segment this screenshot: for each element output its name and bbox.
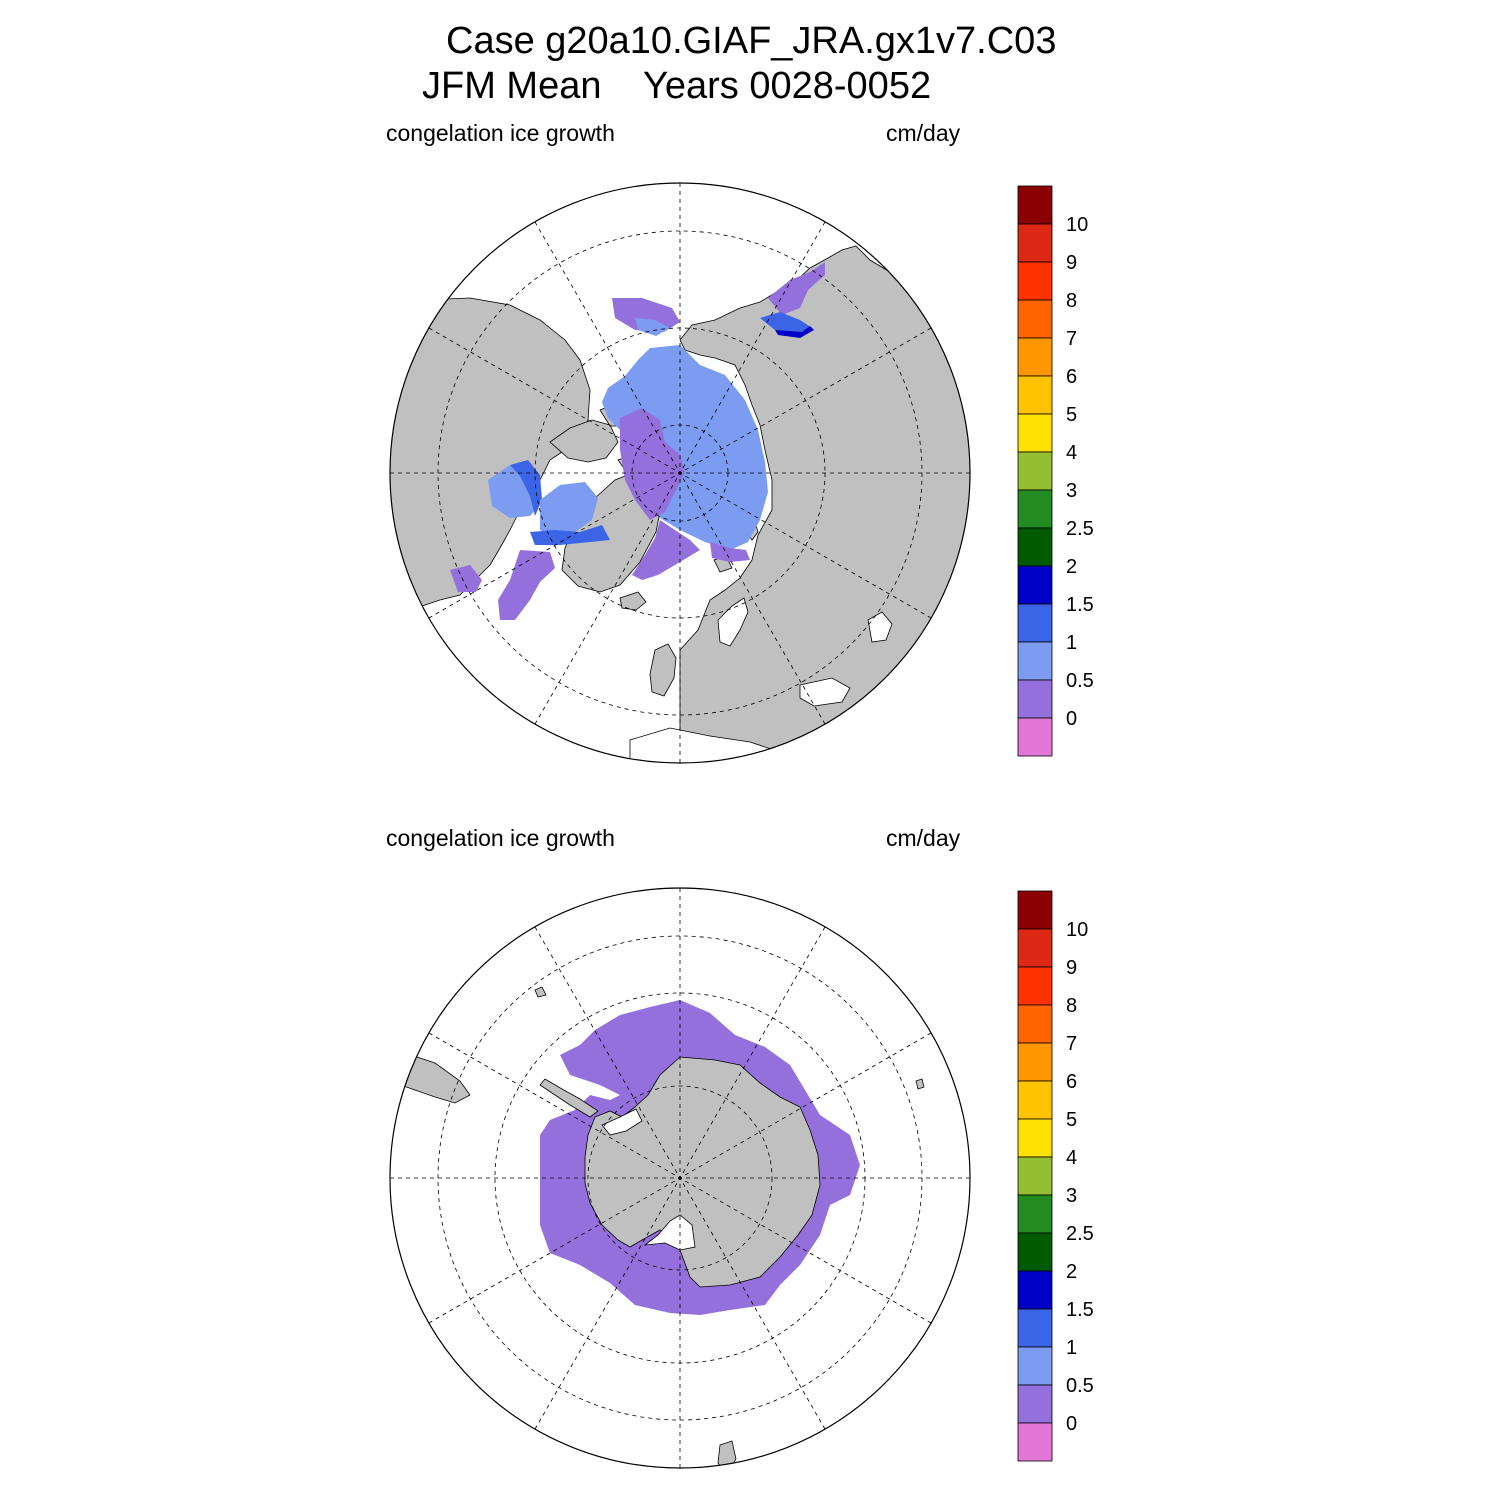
south-polar-map <box>389 887 971 1469</box>
nh-variable-label: congelation ice growth <box>386 120 615 146</box>
nh-inland-sea-caspian <box>867 611 893 643</box>
sh-colorbar-swatch <box>1017 928 1053 968</box>
sh-map-border <box>389 887 971 1469</box>
nh-colorbar-swatch <box>1017 451 1053 491</box>
nh-colorbar-tick-label: 7 <box>1066 328 1077 350</box>
nh-colorbar-swatch <box>1017 489 1053 529</box>
nh-ice-labrador-low <box>498 550 555 620</box>
title-period: JFM Mean Years 0028-0052 <box>422 65 932 107</box>
nh-colorbar-tick-label: 1 <box>1066 632 1077 654</box>
sh-colorbar-tick-label: 2.5 <box>1066 1223 1094 1245</box>
nh-land-north-america <box>390 297 591 621</box>
sh-colorbar-swatch <box>1017 966 1053 1006</box>
nh-colorbar-swatch <box>1017 185 1053 225</box>
sh-colorbar-tick-label: 8 <box>1066 995 1077 1017</box>
nh-colorbar-tick-label: 9 <box>1066 252 1077 274</box>
nh-ice-hudson-high <box>510 460 542 516</box>
sh-ross-sea <box>643 1214 696 1251</box>
sh-land-island-georgia <box>534 986 547 998</box>
sh-colorbar-swatch <box>1017 1232 1053 1272</box>
nh-colorbar-tick-label: 3 <box>1066 480 1077 502</box>
sh-colorbar-swatch <box>1017 1118 1053 1158</box>
sh-variable-label: congelation ice growth <box>386 825 615 851</box>
nh-colorbar-tick-label: 10 <box>1066 214 1088 236</box>
sh-colorbar-swatch <box>1017 1422 1053 1462</box>
nh-units-label: cm/day <box>886 120 961 146</box>
sh-colorbar-swatch <box>1017 1042 1053 1082</box>
sh-colorbar-tick-label: 0.5 <box>1066 1375 1094 1397</box>
sh-colorbar-swatch <box>1017 1194 1053 1234</box>
sh-graticule <box>390 888 970 1468</box>
sh-colorbar-tick-label: 6 <box>1066 1071 1077 1093</box>
nh-ice-bering-low <box>612 298 680 332</box>
nh-land-iceland <box>619 591 647 611</box>
nh-colorbar-swatch <box>1017 603 1053 643</box>
sh-colorbar-tick-label: 4 <box>1066 1147 1077 1169</box>
sh-colorbar-swatch <box>1017 1346 1053 1386</box>
sh-colorbar-tick-label: 9 <box>1066 957 1077 979</box>
nh-map-border <box>389 182 971 764</box>
nh-colorbar-tick-label: 0 <box>1066 708 1077 730</box>
nh-colorbar-tick-label: 1.5 <box>1066 594 1094 616</box>
nh-ice-barents-low <box>710 542 750 562</box>
sh-units-label: cm/day <box>886 825 961 851</box>
nh-colorbar-tick-label: 2.5 <box>1066 518 1094 540</box>
nh-ice-baffin-mid <box>540 482 598 538</box>
sh-colorbar-swatch <box>1017 1308 1053 1348</box>
nh-colorbar-swatch <box>1017 527 1053 567</box>
nh-ice-okhotsk-low <box>768 262 825 315</box>
sh-colorbar-swatch <box>1017 1270 1053 1310</box>
sh-colorbar-swatch <box>1017 1080 1053 1120</box>
nh-inland-sea-mediterranean <box>629 727 781 763</box>
sh-colorbar-tick-label: 10 <box>1066 919 1088 941</box>
sh-weddell-sea <box>601 1108 643 1136</box>
nh-land-british-isles <box>649 643 677 697</box>
nh-inland-sea-black <box>799 677 851 707</box>
nh-ice-newfoundland-low <box>450 565 482 592</box>
nh-colorbar-swatch <box>1017 679 1053 719</box>
nh-ice-arctic-mid <box>602 345 768 550</box>
sh-colorbar: 10 9 8 7 6 5 4 3 2.5 2 1.5 1 0.5 0 <box>1017 890 1094 1462</box>
nh-graticule <box>390 183 970 763</box>
sh-colorbar-swatch <box>1017 1004 1053 1044</box>
nh-colorbar: 10 9 8 7 6 5 4 3 2.5 2 1.5 1 0.5 0 <box>1017 185 1094 757</box>
nh-colorbar-tick-label: 8 <box>1066 290 1077 312</box>
nh-colorbar-swatch <box>1017 717 1053 757</box>
sh-colorbar-tick-label: 3 <box>1066 1185 1077 1207</box>
nh-ice-okhotsk-high <box>760 312 812 334</box>
nh-colorbar-tick-label: 5 <box>1066 404 1077 426</box>
sh-colorbar-tick-label: 2 <box>1066 1261 1077 1283</box>
sh-colorbar-tick-label: 5 <box>1066 1109 1077 1131</box>
nh-colorbar-tick-label: 4 <box>1066 442 1077 464</box>
sh-land-island-kerguelen <box>915 1078 925 1090</box>
nh-ice-bering-mid <box>635 318 670 336</box>
nh-colorbar-swatch <box>1017 413 1053 453</box>
sh-colorbar-tick-label: 7 <box>1066 1033 1077 1055</box>
nh-ice-okhotsk-max <box>775 326 814 338</box>
nh-colorbar-swatch <box>1017 299 1053 339</box>
nh-colorbar-swatch <box>1017 641 1053 681</box>
sh-colorbar-swatch <box>1017 1384 1053 1424</box>
nh-ice-greenland-east-low <box>632 520 700 580</box>
nh-colorbar-swatch <box>1017 261 1053 301</box>
sh-colorbar-tick-label: 1 <box>1066 1337 1077 1359</box>
nh-colorbar-swatch <box>1017 565 1053 605</box>
nh-inland-sea-baltic <box>717 597 749 647</box>
sh-colorbar-tick-label: 0 <box>1066 1413 1077 1435</box>
nh-colorbar-swatch <box>1017 223 1053 263</box>
nh-ice-baffin-high <box>530 525 610 545</box>
north-polar-map <box>389 182 971 764</box>
nh-colorbar-tick-label: 0.5 <box>1066 670 1094 692</box>
nh-colorbar-swatch <box>1017 337 1053 377</box>
sh-land-antarctic-peninsula <box>539 1078 599 1118</box>
sh-colorbar-swatch <box>1017 890 1053 930</box>
sh-land-island-new-zealand <box>717 1440 737 1468</box>
nh-colorbar-tick-label: 6 <box>1066 366 1077 388</box>
sh-colorbar-swatch <box>1017 1156 1053 1196</box>
nh-colorbar-tick-label: 2 <box>1066 556 1077 578</box>
title-case: Case g20a10.GIAF_JRA.gx1v7.C03 <box>446 20 1057 62</box>
sh-colorbar-tick-label: 1.5 <box>1066 1299 1094 1321</box>
nh-colorbar-swatch <box>1017 375 1053 415</box>
